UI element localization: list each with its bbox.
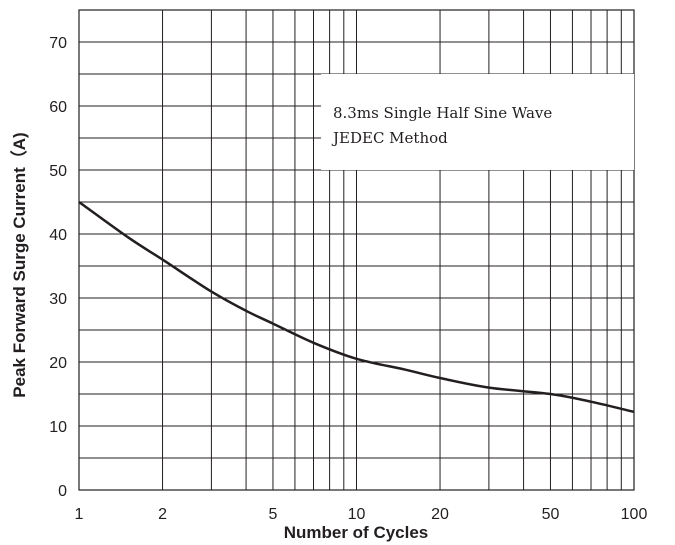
x-tick-label: 50	[542, 506, 560, 523]
y-tick-label: 30	[49, 291, 67, 308]
y-tick-label: 70	[49, 35, 67, 52]
y-tick-label: 20	[49, 355, 67, 372]
x-tick-label: 20	[431, 506, 449, 523]
annotation-line-1: 8.3ms Single Half Sine Wave	[333, 104, 552, 122]
y-tick-label: 60	[49, 99, 67, 116]
surge-current-series-line	[78, 200, 635, 414]
x-tick-label: 5	[269, 506, 278, 523]
x-tick-label: 100	[621, 506, 648, 523]
y-tick-label: 0	[58, 483, 67, 500]
x-tick-label: 1	[75, 506, 84, 523]
x-tick-label: 2	[158, 506, 167, 523]
plot-frame	[78, 9, 635, 491]
x-axis-title: Number of Cycles	[284, 523, 429, 542]
x-tick-labels: 1 2 5 10 20 50 100	[75, 506, 648, 523]
y-tick-label: 40	[49, 227, 67, 244]
y-tick-labels: 0 10 20 30 40 50 60 70	[49, 35, 67, 500]
x-tick-label: 10	[348, 506, 366, 523]
y-axis-title: Peak Forward Surge Current（A)	[9, 132, 29, 397]
y-tick-label: 10	[49, 419, 67, 436]
y-tick-label: 50	[49, 163, 67, 180]
annotation-box: 8.3ms Single Half Sine Wave JEDEC Method	[321, 74, 634, 170]
annotation-line-2: JEDEC Method	[331, 129, 448, 147]
